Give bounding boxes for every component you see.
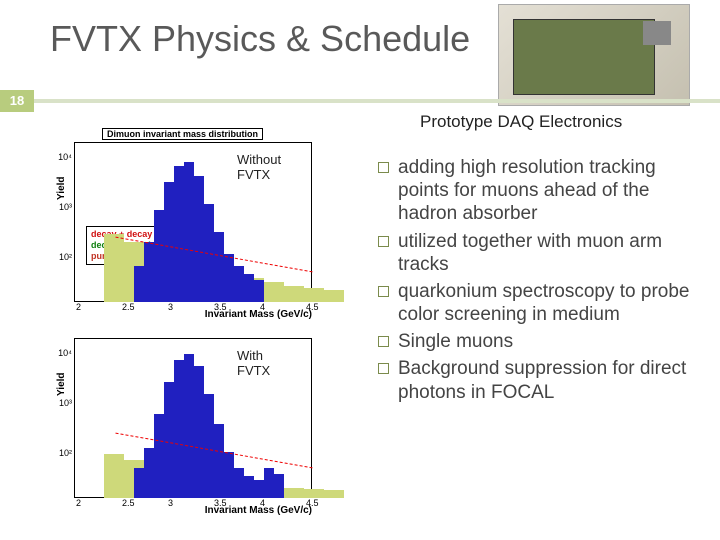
bullet-list: adding high resolution tracking points f… — [378, 156, 708, 408]
page-row: 18 — [0, 90, 720, 112]
page-number-badge: 18 — [0, 90, 34, 112]
bullet-item: adding high resolution tracking points f… — [378, 156, 708, 226]
bullet-item: Single muons — [378, 330, 708, 353]
y-axis-label: Yield — [56, 372, 67, 396]
chart-without-fvtx: Dimuon invariant mass distribution Yield… — [42, 130, 332, 318]
charts-column: Dimuon invariant mass distribution Yield… — [42, 130, 332, 522]
y-axis-label: Yield — [56, 176, 67, 200]
chart-with-fvtx: Yield Invariant Mass (GeV/c) With FVTX 2… — [42, 326, 332, 514]
inset-label-top: Without FVTX — [237, 152, 281, 182]
chart-title-box: Dimuon invariant mass distribution — [102, 128, 263, 140]
bullet-item: utilized together with muon arm tracks — [378, 230, 708, 276]
divider-line — [34, 99, 720, 103]
photo-caption: Prototype DAQ Electronics — [420, 112, 622, 132]
bullet-item: quarkonium spectroscopy to probe color s… — [378, 280, 708, 326]
bullet-item: Background suppression for direct photon… — [378, 357, 708, 403]
inset-label-bottom: With FVTX — [237, 348, 270, 378]
